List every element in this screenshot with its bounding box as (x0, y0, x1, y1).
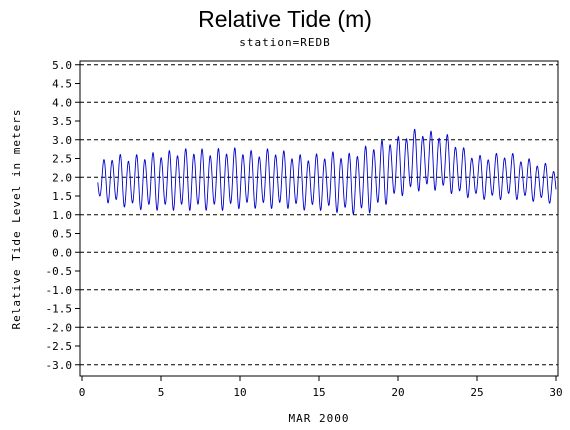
gridlines (80, 64, 558, 366)
y-axis-label: Relative Tide Level in meters (10, 108, 23, 329)
x-tick-label: 20 (391, 386, 404, 399)
x-tick-label: 10 (233, 386, 246, 399)
tide-series-line (97, 128, 557, 215)
y-tick-label: 0.0 (52, 246, 72, 259)
y-tick-label: 3.5 (52, 115, 72, 128)
y-tick-label: 2.0 (52, 171, 72, 184)
y-tick-label: -3.0 (46, 359, 73, 372)
x-tick-label: 15 (312, 386, 325, 399)
y-tick-label: -1.5 (46, 303, 73, 316)
y-tick-label: -0.5 (46, 265, 73, 278)
y-tick-label: -2.0 (46, 321, 73, 334)
x-tick-label: 30 (549, 386, 562, 399)
y-tick-label: 0.5 (52, 228, 72, 241)
y-tick-label: 3.0 (52, 134, 72, 147)
x-tick-label: 25 (470, 386, 483, 399)
y-tick-label: 2.5 (52, 153, 72, 166)
y-tick-label: 4.0 (52, 96, 72, 109)
y-tick-label: 1.5 (52, 190, 72, 203)
x-tick-label: 0 (79, 386, 86, 399)
y-tick-label: 5.0 (52, 59, 72, 72)
y-tick-label: 1.0 (52, 209, 72, 222)
y-tick-label: 4.5 (52, 78, 72, 91)
y-tick-label: -1.0 (46, 284, 73, 297)
chart-subtitle: station=REDB (239, 36, 331, 49)
chart-title: Relative Tide (m) (198, 6, 372, 32)
plot-frame (79, 60, 559, 377)
axis-ticks: 5.0 4.5 4.0 3.5 3.0 2.5 2.0 1.5 1.0 0.5 0.0 -0.5 -1.… (46, 59, 563, 399)
x-tick-label: 5 (158, 386, 165, 399)
x-axis-label: MAR 2000 (289, 412, 350, 425)
y-tick-label: -2.5 (46, 340, 73, 353)
